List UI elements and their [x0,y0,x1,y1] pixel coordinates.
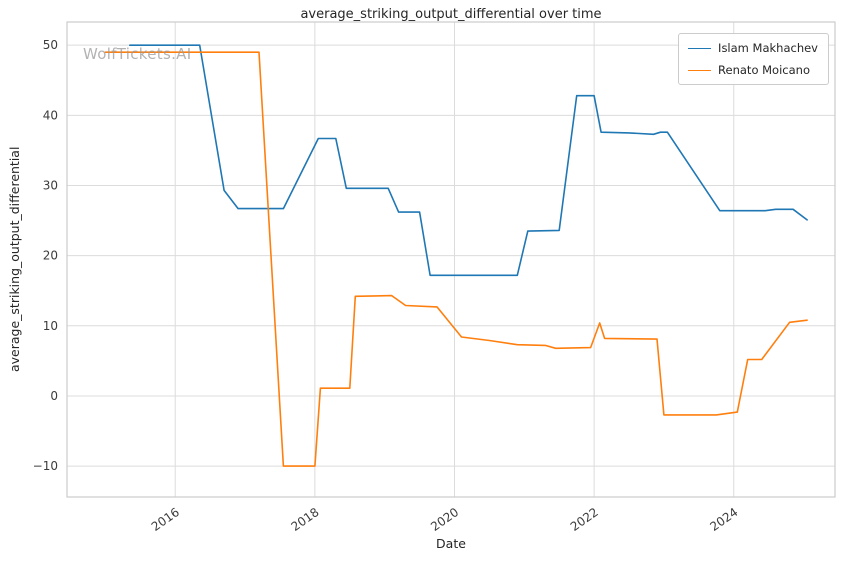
x-tick-label: 2018 [289,505,322,534]
series-line-0 [129,44,808,277]
legend-label: Islam Makhachev [718,41,818,55]
y-tick-label: 20 [43,249,58,263]
y-tick-label: 40 [43,108,58,122]
y-tick-label: 30 [43,178,58,192]
watermark: WolfTickets.AI [83,45,192,63]
y-tick-label: 0 [50,389,58,403]
y-tick-label: 10 [43,319,58,333]
legend-item-renato-moicano: Renato Moicano [688,63,818,77]
chart-title: average_striking_output_differential ove… [300,7,602,22]
legend-label: Renato Moicano [718,63,810,77]
x-axis-label: Date [436,536,466,551]
legend: Islam Makhachev Renato Moicano [678,33,829,85]
legend-line-swatch-orange [688,69,712,71]
legend-line-swatch-blue [688,47,712,49]
x-tick-label: 2020 [428,505,461,534]
x-tick-label: 2022 [568,505,601,534]
y-tick-label: −10 [33,459,58,473]
y-tick-label: 50 [43,38,58,52]
series-line-1 [104,51,808,467]
x-tick-label: 2016 [149,505,182,534]
plot-border [66,21,836,498]
y-axis-label: average_striking_output_differential [7,146,22,373]
legend-item-islam-makhachev: Islam Makhachev [688,41,818,55]
x-tick-label: 2024 [707,505,740,534]
